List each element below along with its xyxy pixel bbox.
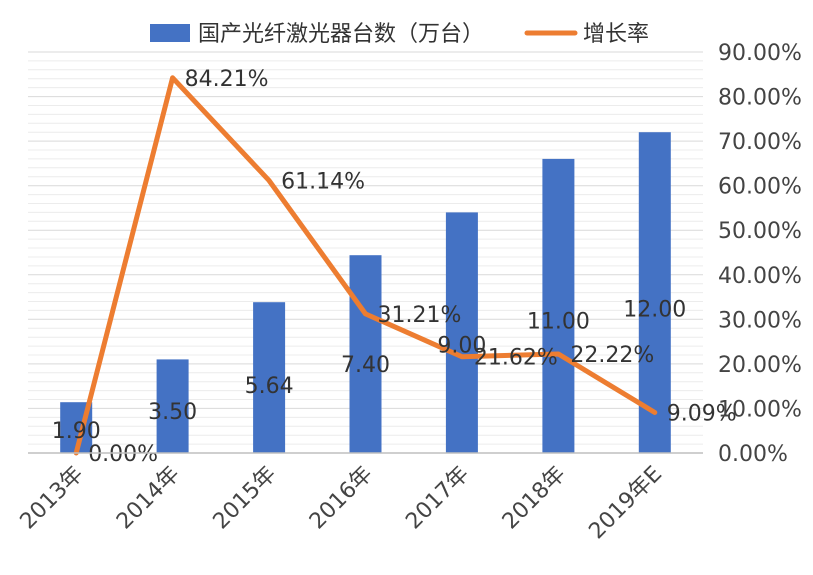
bar-value-label: 12.00 (623, 298, 686, 323)
x-tick-label: 2017年 (401, 462, 474, 535)
y-right-tick-label: 20.00% (718, 353, 802, 378)
bar-2019年E (638, 132, 671, 453)
y-right-tick-label: 70.00% (718, 130, 802, 155)
bar-value-label: 5.64 (245, 374, 294, 399)
legend: 国产光纤激光器台数（万台） 增长率 (150, 22, 649, 47)
bar-value-label: 11.00 (527, 310, 590, 335)
bar-value-label: 9.00 (437, 334, 486, 359)
x-tick-label: 2013年 (16, 462, 89, 535)
bar-2014年 (156, 359, 189, 453)
bar-2017年 (445, 212, 478, 453)
bar-value-label: 1.90 (52, 419, 101, 444)
line-value-label: 0.00% (88, 442, 158, 467)
y-right-tick-label: 90.00% (718, 41, 802, 66)
bar-value-label: 7.40 (341, 353, 390, 378)
y-right-tick-label: 40.00% (718, 264, 802, 289)
data-labels: 1.90 3.50 5.64 7.40 9.00 11.00 12.00 0.00% 84.21… (52, 67, 737, 467)
y-right-tick-label: 80.00% (718, 86, 802, 111)
line-value-label: 84.21% (185, 67, 269, 92)
x-tick-label: 2015年 (209, 462, 282, 535)
y-right-tick-label: 30.00% (718, 308, 802, 333)
y-right-tick-label: 60.00% (718, 175, 802, 200)
line-value-label: 61.14% (281, 170, 365, 195)
line-value-label: 22.22% (570, 343, 654, 368)
x-tick-label: 2014年 (112, 462, 185, 535)
line-value-label: 21.62% (474, 346, 558, 371)
bar-2018年 (542, 158, 575, 453)
line-value-label: 31.21% (378, 303, 462, 328)
line-value-label: 9.09% (667, 402, 737, 427)
bar-2015年 (253, 302, 286, 453)
x-tick-label: 2016年 (305, 462, 378, 535)
y-right-tick-label: 10.00% (718, 397, 802, 422)
x-tick-label: 2019年E (584, 462, 667, 545)
bar-value-label: 3.50 (148, 400, 197, 425)
legend-bar-label: 国产光纤激光器台数（万台） (198, 22, 484, 47)
legend-bar-swatch (150, 24, 190, 42)
y-right-tick-label: 0.00% (718, 442, 788, 467)
bar-2016年 (349, 255, 382, 453)
y-right-tick-label: 50.00% (718, 219, 802, 244)
x-tick-label: 2018年 (498, 462, 571, 535)
legend-line-label: 增长率 (583, 22, 649, 47)
